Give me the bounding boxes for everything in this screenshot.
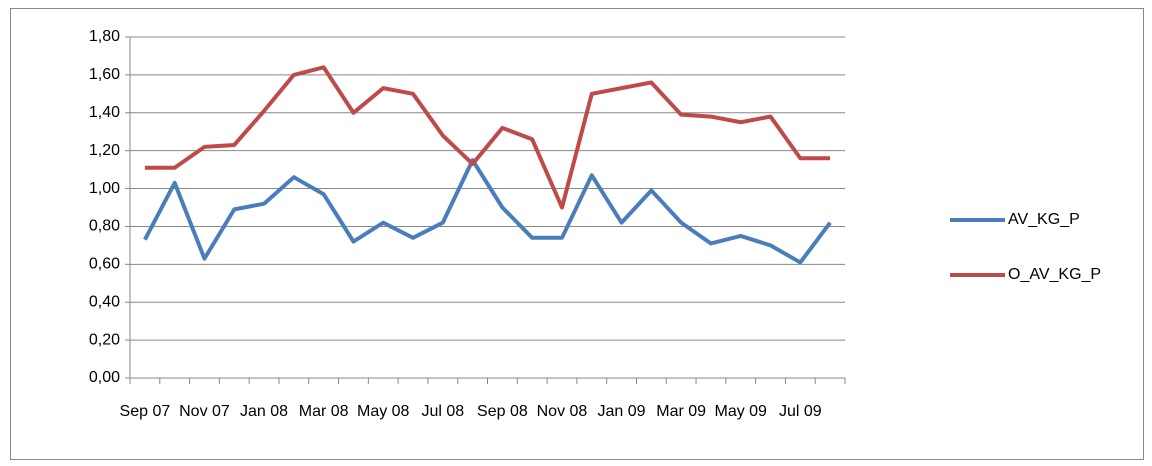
x-tick-label: Jul 08 [421, 403, 464, 420]
y-tick-label: 1,80 [89, 28, 120, 45]
x-tick-label: May 08 [357, 403, 410, 420]
x-tick-label: Sep 07 [120, 403, 171, 420]
series-line [144, 65, 831, 210]
x-tick-label: Mar 09 [656, 403, 706, 420]
x-tick-label: Sep 08 [477, 403, 528, 420]
x-tick-label: Mar 08 [299, 403, 349, 420]
y-tick-label: 0,00 [89, 369, 120, 386]
chart-border [10, 8, 1144, 460]
y-tick-label: 1,60 [89, 66, 120, 83]
y-tick-label: 1,00 [89, 180, 120, 197]
y-tick-label: 0,20 [89, 331, 120, 348]
x-tick-label: Jan 08 [240, 403, 288, 420]
y-tick-label: 1,20 [89, 142, 120, 159]
x-tick-label: May 09 [714, 403, 767, 420]
legend-label: AV_KG_P [1008, 211, 1080, 228]
x-tick-label: Nov 07 [179, 403, 230, 420]
y-tick-label: 0,60 [89, 256, 120, 273]
x-tick-label: Jan 09 [598, 403, 646, 420]
y-tick-label: 1,40 [89, 104, 120, 121]
x-tick-label: Jul 09 [779, 403, 822, 420]
y-tick-label: 0,40 [89, 293, 120, 310]
x-tick-label: Nov 08 [537, 403, 588, 420]
y-tick-label: 0,80 [89, 218, 120, 235]
series-line [143, 158, 832, 265]
legend-label: O_AV_KG_P [1008, 266, 1101, 283]
